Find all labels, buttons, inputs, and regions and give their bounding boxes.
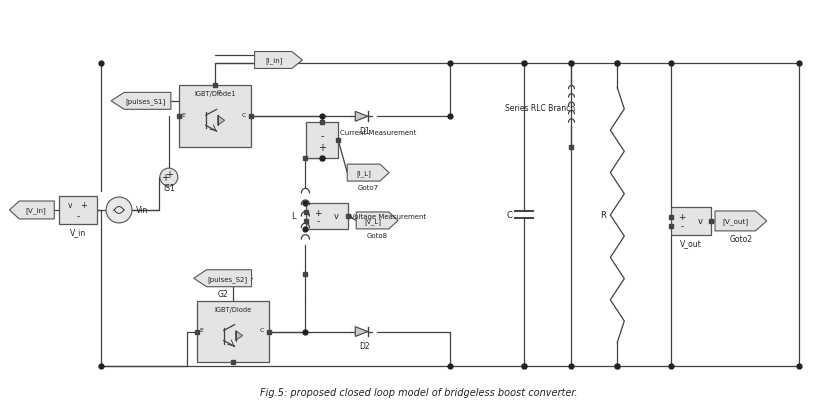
Text: -: - <box>321 130 324 141</box>
Text: +: + <box>165 170 173 180</box>
Text: v: v <box>334 212 339 221</box>
Text: v: v <box>697 217 702 226</box>
Text: Series RLC Branch: Series RLC Branch <box>504 104 575 113</box>
Polygon shape <box>194 270 251 287</box>
FancyBboxPatch shape <box>307 123 339 159</box>
Polygon shape <box>111 93 171 110</box>
Polygon shape <box>347 165 389 181</box>
Circle shape <box>106 198 132 224</box>
Text: Vin: Vin <box>136 206 148 215</box>
Text: IS1: IS1 <box>163 183 175 192</box>
Text: [I_in]: [I_in] <box>265 58 282 64</box>
Text: [v_L]: [v_L] <box>365 217 381 224</box>
Text: V_in: V_in <box>70 228 86 237</box>
Text: C: C <box>241 113 246 117</box>
Text: [I_L]: [I_L] <box>356 170 371 177</box>
FancyBboxPatch shape <box>671 207 711 235</box>
Text: Current Measurement: Current Measurement <box>340 130 416 136</box>
Text: +: + <box>314 208 322 217</box>
Text: [V_out]: [V_out] <box>722 218 749 225</box>
Text: V_out: V_out <box>680 239 702 248</box>
FancyBboxPatch shape <box>307 203 349 229</box>
Text: g: g <box>217 89 220 94</box>
Text: G2: G2 <box>217 290 228 298</box>
Text: [pulses_S1]: [pulses_S1] <box>126 98 166 105</box>
FancyBboxPatch shape <box>59 196 97 224</box>
Text: Goto7: Goto7 <box>358 185 379 191</box>
Text: L: L <box>291 212 296 221</box>
Text: Goto2: Goto2 <box>729 235 753 244</box>
Text: [pulses_S2]: [pulses_S2] <box>207 275 247 282</box>
Text: IGBT/Diode: IGBT/Diode <box>214 306 251 312</box>
Text: E: E <box>182 113 186 117</box>
Text: IGBT/Diode1: IGBT/Diode1 <box>194 91 235 97</box>
Text: +: + <box>318 142 326 152</box>
Text: D2: D2 <box>359 341 370 350</box>
Text: Voltage Measurement: Voltage Measurement <box>350 213 427 220</box>
Polygon shape <box>9 202 54 220</box>
Text: [V_in]: [V_in] <box>25 207 46 214</box>
FancyBboxPatch shape <box>197 301 268 362</box>
Text: +: + <box>162 173 169 183</box>
Text: R: R <box>601 211 607 220</box>
Text: -: - <box>680 222 684 231</box>
Text: v: v <box>68 201 72 210</box>
Polygon shape <box>715 211 767 231</box>
Polygon shape <box>235 331 243 341</box>
Text: +: + <box>80 201 87 210</box>
Text: +: + <box>679 213 686 222</box>
Polygon shape <box>355 327 368 337</box>
Polygon shape <box>255 52 303 69</box>
Text: E: E <box>199 327 204 332</box>
Polygon shape <box>356 213 398 229</box>
Text: -: - <box>317 217 320 226</box>
Circle shape <box>160 169 178 187</box>
Text: C: C <box>507 211 513 220</box>
Text: C: C <box>259 327 264 332</box>
Polygon shape <box>218 116 225 126</box>
Text: D1: D1 <box>359 126 370 135</box>
Text: Fig.5: proposed closed loop model of bridgeless boost converter.: Fig.5: proposed closed loop model of bri… <box>260 388 578 397</box>
Text: -: - <box>76 211 80 220</box>
Text: Goto8: Goto8 <box>366 232 388 238</box>
FancyBboxPatch shape <box>178 86 251 148</box>
Polygon shape <box>355 112 368 122</box>
